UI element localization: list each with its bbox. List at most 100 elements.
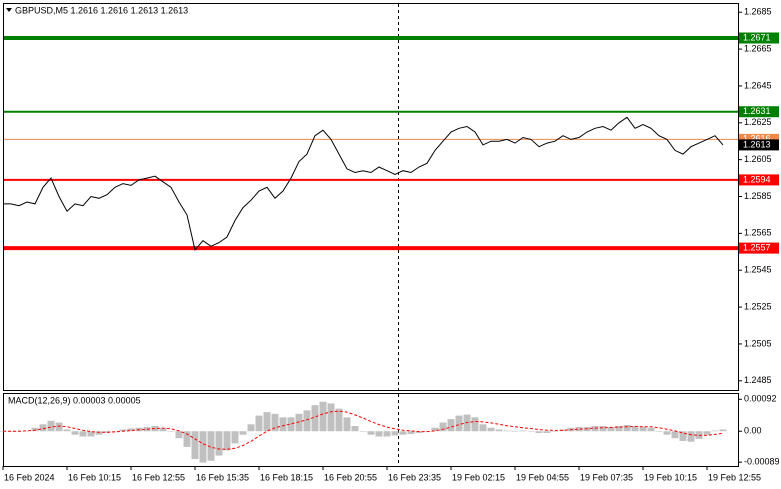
macd-bar xyxy=(335,408,343,432)
x-tick-label: 16 Feb 10:15 xyxy=(68,472,121,482)
macd-bar xyxy=(231,431,239,444)
signal-line xyxy=(3,410,724,450)
macd-bar xyxy=(247,424,255,432)
macd-bar xyxy=(655,431,663,432)
macd-bar xyxy=(407,431,415,435)
macd-bar xyxy=(671,431,679,439)
macd-bar xyxy=(191,431,199,460)
macd-bar xyxy=(591,426,599,432)
macd-bar xyxy=(439,422,447,432)
macd-bar xyxy=(607,427,615,432)
macd-bar xyxy=(55,422,63,432)
macd-bar xyxy=(175,431,183,439)
macd-bar xyxy=(87,431,95,437)
macd-bar xyxy=(167,431,175,432)
x-tick-label: 16 Feb 20:55 xyxy=(324,472,377,482)
y-tick-label: 1.2645 xyxy=(744,80,772,90)
macd-bar xyxy=(295,413,303,432)
macd-bar xyxy=(447,419,455,432)
macd-bar xyxy=(159,427,167,432)
macd-bar xyxy=(271,413,279,432)
y-tick-label: 0.00092 xyxy=(744,394,777,404)
x-tick-label: 19 Feb 10:15 xyxy=(644,472,697,482)
macd-bar xyxy=(543,431,551,433)
macd-bar xyxy=(207,431,215,461)
chart-title: GBPUSD,M5 1.2616 1.2616 1.2613 1.2613 xyxy=(15,5,188,15)
macd-bar xyxy=(391,431,399,436)
macd-bar xyxy=(519,430,527,432)
macd-bar xyxy=(31,427,39,432)
macd-bar xyxy=(239,431,247,435)
x-tick-label: 16 Feb 23:35 xyxy=(388,472,441,482)
macd-bar xyxy=(719,429,727,432)
x-tick-label: 16 Feb 18:15 xyxy=(260,472,313,482)
y-tick-label: 1.2485 xyxy=(744,375,772,385)
macd-bar xyxy=(639,427,647,432)
x-tick-label: 16 Feb 2024 xyxy=(4,472,55,482)
macd-bar xyxy=(319,401,327,432)
price-label: 1.2613 xyxy=(743,139,771,149)
macd-panel xyxy=(3,393,739,467)
macd-bar xyxy=(343,417,351,432)
macd-bar xyxy=(599,426,607,432)
macd-bar xyxy=(311,405,319,432)
price-line xyxy=(3,116,724,251)
macd-bar xyxy=(103,431,111,433)
macd-bar xyxy=(623,424,631,432)
macd-bar xyxy=(399,431,407,435)
y-tick-label: 1.2505 xyxy=(744,338,772,348)
y-tick-label: 1.2665 xyxy=(744,43,772,53)
y-tick-label: 0.00 xyxy=(744,426,762,436)
macd-bar xyxy=(79,431,87,437)
macd-bar xyxy=(383,431,391,437)
x-tick-label: 16 Feb 15:35 xyxy=(196,472,249,482)
macd-bar xyxy=(495,429,503,432)
macd-bar xyxy=(359,431,367,432)
macd-bar xyxy=(615,426,623,432)
macd-bar xyxy=(255,415,263,432)
macd-bar xyxy=(479,424,487,432)
y-tick-label: 1.2545 xyxy=(744,265,772,275)
level-label-box xyxy=(739,242,779,254)
y-tick-label: 1.2525 xyxy=(744,301,772,311)
macd-bar xyxy=(679,431,687,441)
macd-bar xyxy=(199,431,207,463)
macd-bar xyxy=(119,429,127,432)
macd-bar xyxy=(111,431,119,432)
macd-bar xyxy=(63,429,71,432)
macd-bar xyxy=(527,431,535,432)
macd-bar xyxy=(183,431,191,447)
y-tick-label: 1.2605 xyxy=(744,154,772,164)
level-label-box xyxy=(739,133,779,145)
macd-bar xyxy=(151,426,159,432)
macd-bar xyxy=(511,431,519,432)
macd-bar xyxy=(455,415,463,432)
x-tick-label: 19 Feb 07:35 xyxy=(580,472,633,482)
macd-bar xyxy=(287,417,295,432)
macd-bar xyxy=(687,431,695,442)
macd-bar xyxy=(663,431,671,435)
y-tick-label: 1.2685 xyxy=(744,7,772,17)
macd-bar xyxy=(223,431,231,451)
macd-bar xyxy=(431,427,439,432)
y-tick-label: -0.00089 xyxy=(744,457,780,467)
level-label: 1.2631 xyxy=(743,106,771,116)
macd-bar xyxy=(559,429,567,432)
macd-bar xyxy=(327,403,335,432)
macd-bar xyxy=(351,426,359,432)
macd-title: MACD(12,26,9) 0.00003 0.00005 xyxy=(8,395,141,405)
y-tick-label: 1.2565 xyxy=(744,228,772,238)
macd-bar xyxy=(711,430,719,432)
y-tick-label: 1.2585 xyxy=(744,191,772,201)
macd-bar xyxy=(367,431,375,435)
macd-bar xyxy=(471,417,479,432)
chart-menu-icon xyxy=(6,8,12,12)
level-label: 1.2671 xyxy=(743,32,771,42)
macd-bar xyxy=(127,428,135,432)
level-label: 1.2616 xyxy=(743,134,771,144)
level-label-box xyxy=(739,174,779,186)
macd-bar xyxy=(631,426,639,432)
macd-bar xyxy=(23,430,31,432)
